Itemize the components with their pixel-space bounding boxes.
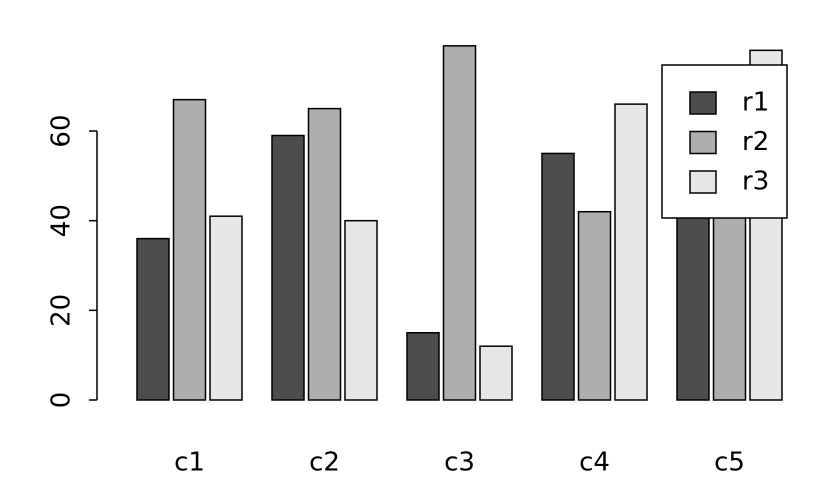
bar [614, 103, 648, 401]
legend-swatch [689, 130, 717, 155]
legend-label: r1 [742, 88, 769, 118]
bar [209, 215, 243, 401]
x-tick-label: c1 [174, 448, 205, 478]
legend-label: r2 [742, 127, 769, 157]
x-tick-label: c2 [309, 448, 340, 478]
bar [136, 237, 170, 401]
y-tick-label: 40 [47, 204, 77, 237]
legend-swatch [689, 91, 717, 115]
x-tick-label: c5 [714, 448, 745, 478]
bar [271, 134, 305, 401]
y-tick-label: 0 [47, 392, 77, 409]
bar [307, 107, 342, 401]
bar [172, 98, 207, 401]
y-tick-label: 60 [47, 114, 77, 147]
legend-box [661, 64, 788, 219]
bar [479, 345, 513, 401]
bar [541, 152, 575, 401]
legend-label: r3 [742, 167, 769, 197]
bar [577, 210, 612, 401]
x-tick-label: c3 [444, 448, 475, 478]
y-tick-label: 20 [47, 294, 77, 327]
bar [344, 219, 378, 401]
bar [676, 197, 710, 401]
bar [406, 332, 440, 401]
x-tick-label: c4 [579, 448, 610, 478]
legend-swatch [689, 170, 717, 194]
bar [442, 45, 477, 401]
